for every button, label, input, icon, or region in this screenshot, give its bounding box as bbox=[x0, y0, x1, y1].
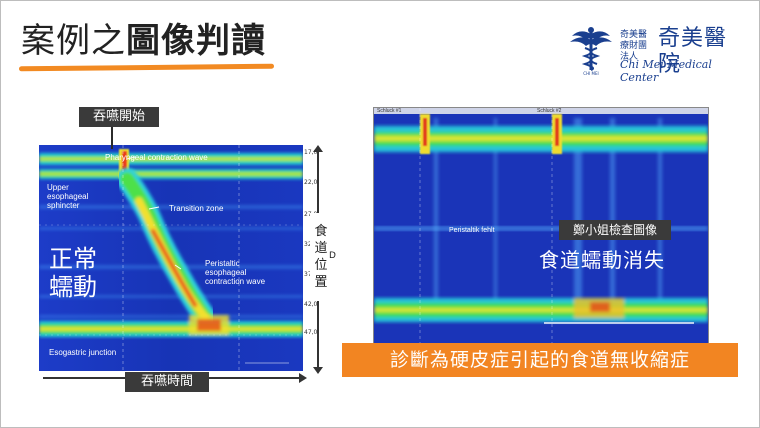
peristalsis-absent-label: 食道蠕動消失 bbox=[539, 248, 665, 272]
arrow-up-icon bbox=[313, 145, 323, 152]
patient-image-tag: 鄭小姐檢查圖像 bbox=[559, 220, 671, 240]
right-edge-letter: D bbox=[329, 251, 336, 261]
vertical-label-background bbox=[310, 213, 330, 301]
depth-tick: 37 bbox=[304, 271, 312, 278]
page-title: 案例之圖像判讀 bbox=[21, 21, 266, 61]
marker-1-label: Schluck #1 bbox=[377, 108, 402, 114]
annotation-ues: Upper esophageal sphincter bbox=[47, 183, 89, 210]
logo-foundation-text: 奇美醫療財團法人 bbox=[620, 30, 648, 62]
title-light-part: 案例之 bbox=[21, 21, 126, 61]
arrow-right-icon bbox=[299, 373, 307, 383]
hospital-logo: CHI MEI 奇美醫療財團法人 奇美醫院 Chi Mei Medical Ce… bbox=[568, 24, 748, 84]
patient-manometry-image bbox=[373, 107, 709, 345]
title-underline bbox=[18, 63, 275, 72]
logo-english-name: Chi Mei Medical Center bbox=[620, 58, 712, 84]
peristaltik-fehlt-text: Peristaltik fehlt bbox=[449, 227, 495, 234]
normal-peristalsis-label: 正常蠕動 bbox=[49, 245, 97, 301]
depth-tick: 32 bbox=[304, 241, 312, 248]
svg-text:CHI MEI: CHI MEI bbox=[583, 71, 598, 76]
swallow-time-tag: 吞嚥時間 bbox=[125, 372, 209, 392]
normal-manometry-image bbox=[39, 145, 303, 371]
annotation-pharyngeal: Pharyngeal contraction wave bbox=[105, 153, 208, 162]
annotation-transition-zone: Transition zone bbox=[169, 204, 224, 213]
depth-tick: 22,0 bbox=[304, 179, 318, 186]
title-bold-part: 圖像判讀 bbox=[126, 21, 266, 61]
swallow-start-tag: 吞嚥開始 bbox=[79, 107, 159, 127]
caduceus-emblem-icon: CHI MEI bbox=[570, 27, 612, 76]
marker-2-label: Schluck #2 bbox=[537, 108, 562, 114]
depth-tick: 47,0 bbox=[304, 329, 318, 336]
swallow-start-pointer bbox=[111, 127, 113, 149]
arrow-down-icon bbox=[313, 367, 323, 374]
depth-tick: 42,0 bbox=[304, 301, 318, 308]
depth-tick: 17,0 bbox=[304, 149, 318, 156]
logo-hospital-name: 奇美醫院 bbox=[658, 26, 728, 77]
annotation-peristaltic-wave: Peristaltic esophageal contraction wave bbox=[205, 259, 266, 286]
annotation-egj: Esogastric junction bbox=[49, 348, 117, 357]
diagnosis-banner: 診斷為硬皮症引起的食道無收縮症 bbox=[342, 343, 738, 377]
esophageal-position-label: 食道位置 bbox=[314, 224, 328, 290]
